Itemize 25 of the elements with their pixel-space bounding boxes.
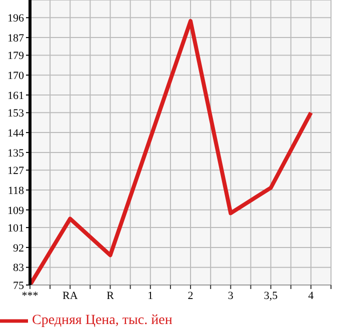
x-tick-label: 2 xyxy=(188,290,194,302)
x-tick-label: 3,5 xyxy=(264,290,278,302)
y-tick-label: 92 xyxy=(13,242,24,254)
y-tick-label: 101 xyxy=(8,222,24,234)
y-tick-label: 135 xyxy=(8,147,24,160)
y-tick-label: 161 xyxy=(8,90,24,102)
y-tick-label: 118 xyxy=(8,184,24,197)
y-tick-label: 127 xyxy=(8,165,24,178)
y-tick-label: 75 xyxy=(13,280,24,292)
x-tick-label: R xyxy=(106,290,115,302)
y-tick-label: 187 xyxy=(8,32,24,44)
x-tick-label: *** xyxy=(22,290,38,302)
y-tick-label: 170 xyxy=(8,70,24,82)
x-tick-label: RA xyxy=(62,290,78,302)
y-tick-label: 179 xyxy=(8,50,24,62)
x-tick-label: 4 xyxy=(308,290,314,302)
y-tick-label: 196 xyxy=(8,12,24,25)
legend-label: Средняя Цена, тыс. йен xyxy=(32,313,172,328)
x-tick-label: 1 xyxy=(148,290,154,302)
y-tick-label: 144 xyxy=(8,127,24,140)
x-tick-label: 3 xyxy=(228,290,234,302)
line-series xyxy=(30,18,313,285)
y-tick-label: 109 xyxy=(8,204,24,217)
y-tick-label: 153 xyxy=(8,108,24,120)
y-tick-label: 83 xyxy=(13,262,24,274)
